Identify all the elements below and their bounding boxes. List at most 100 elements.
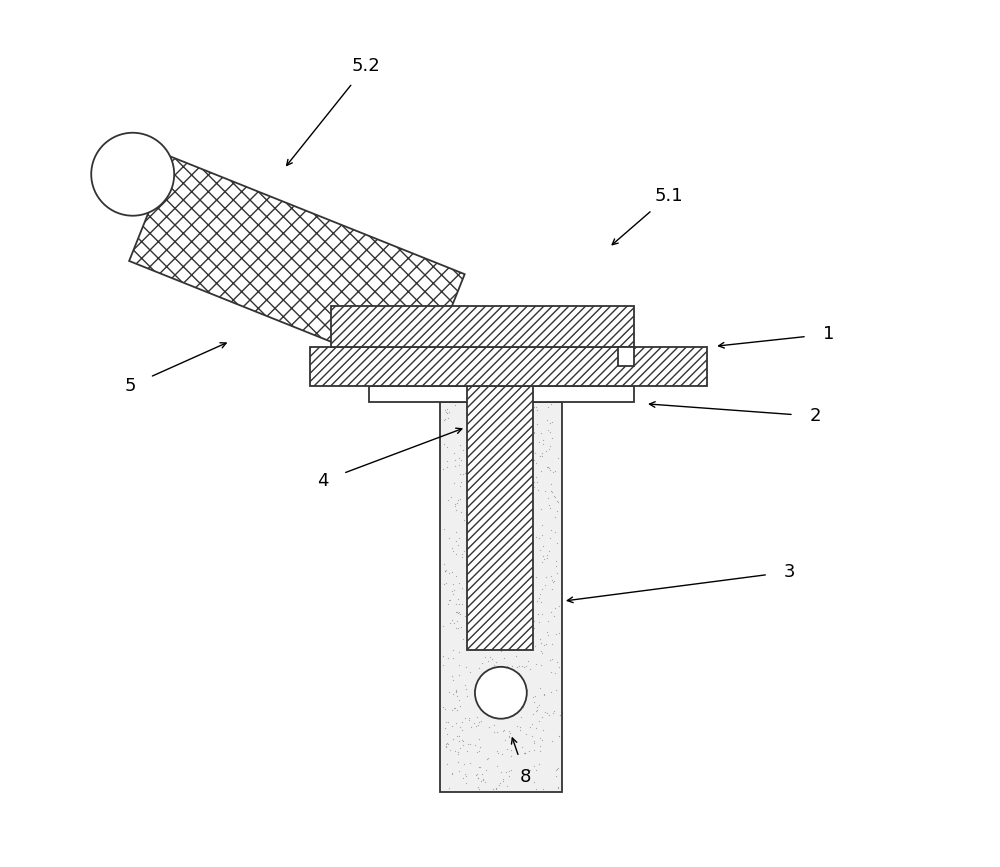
Point [457,466,473,480]
Point [451,668,467,682]
Point [522,662,538,676]
Point [459,689,475,703]
Point [511,578,527,592]
Text: 1: 1 [823,325,834,343]
Point [478,406,494,420]
Point [452,479,468,493]
Point [445,577,461,590]
Point [487,516,503,530]
Point [526,621,542,635]
Point [467,636,483,650]
Point [488,451,504,465]
Point [470,779,486,793]
Point [517,746,533,759]
Point [450,538,466,552]
Point [485,543,501,557]
Point [544,431,560,445]
Point [531,757,547,771]
Text: 4: 4 [317,472,329,490]
Text: 2: 2 [810,407,821,425]
Point [483,454,499,468]
Point [499,631,515,645]
Point [462,590,478,603]
Point [444,669,460,683]
Point [486,718,502,732]
Point [532,731,548,745]
Point [503,685,519,699]
Point [540,629,556,642]
Point [543,397,559,411]
Point [540,460,556,473]
Point [505,509,521,523]
Point [471,782,487,796]
Point [534,710,550,724]
Point [549,762,565,776]
Point [518,582,534,596]
Point [528,401,544,414]
Point [517,519,533,533]
Point [535,549,551,563]
Point [508,524,524,538]
Point [513,622,529,636]
Point [522,566,538,580]
Point [549,504,565,518]
Point [509,484,525,498]
Point [462,455,478,469]
Point [524,478,540,492]
Point [478,434,494,448]
Point [467,500,483,514]
Point [516,471,532,485]
Point [440,597,456,611]
Point [500,485,516,499]
Point [468,719,484,733]
Point [458,505,474,519]
Point [474,767,490,781]
Point [469,746,485,759]
Point [493,551,509,565]
Point [476,616,492,629]
Point [528,764,544,778]
Point [448,683,464,697]
Point [445,688,461,701]
Point [524,717,540,731]
Point [523,440,539,454]
Point [487,681,503,694]
Point [477,617,493,631]
Point [497,642,513,655]
Point [526,425,542,439]
Point [538,570,554,584]
Point [458,660,474,674]
Point [465,440,481,453]
Point [527,639,543,653]
Point [483,551,499,565]
Point [447,453,463,466]
Point [455,738,471,752]
Point [532,543,548,557]
Point [485,424,501,438]
Point [497,577,513,591]
Point [438,740,454,753]
Point [437,702,453,716]
Point [444,542,460,556]
Point [543,604,559,618]
Point [505,610,521,623]
Point [509,660,525,674]
Point [469,767,485,781]
Point [438,563,454,577]
Point [550,781,566,795]
Point [454,723,470,737]
Point [450,591,466,605]
Point [508,423,524,437]
Point [526,427,542,440]
Point [499,678,515,692]
Bar [310,347,707,386]
Point [540,401,556,414]
Point [463,628,479,642]
Point [480,548,496,562]
Point [549,655,565,669]
Polygon shape [129,157,465,379]
Point [543,665,559,679]
Point [471,551,487,564]
Point [536,552,552,566]
Point [451,531,467,545]
